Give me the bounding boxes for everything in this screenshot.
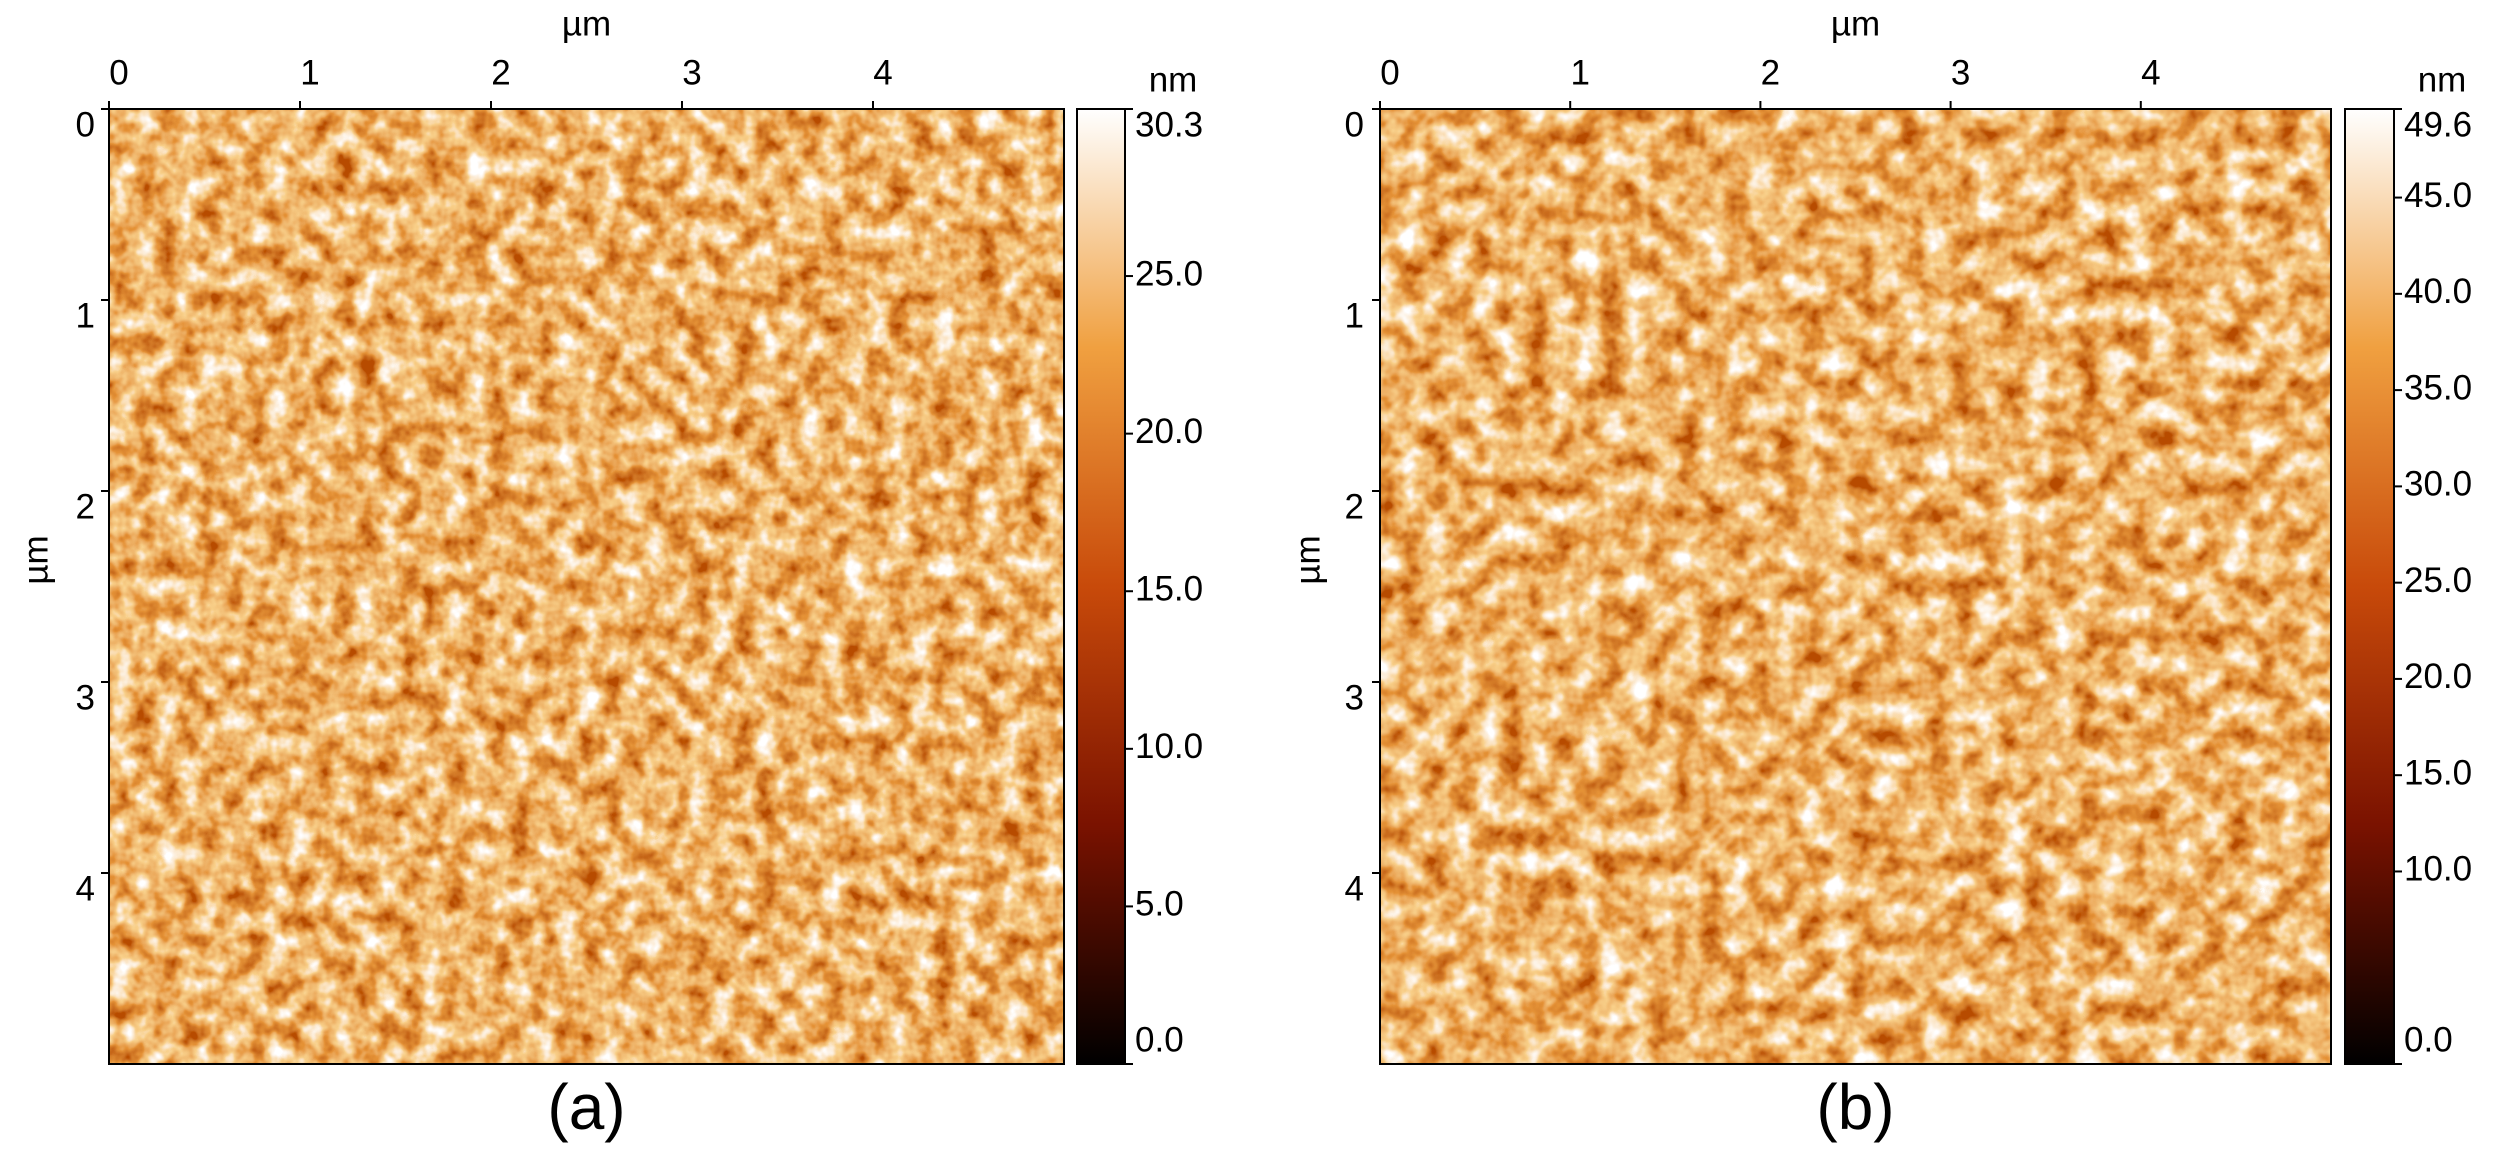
x-tick-label: 4 (873, 53, 892, 92)
y-tick-label: 0 (1345, 105, 1364, 144)
y-tick-label: 3 (76, 678, 95, 717)
colorbar-tick-label: 20.0 (2404, 657, 2472, 696)
colorbar-tick-label: 25.0 (1135, 254, 1203, 293)
y-tick-label: 0 (76, 105, 95, 144)
colorbar (1076, 108, 1126, 1065)
colorbar-tick-label: 45.0 (2404, 176, 2472, 215)
y-tick-label: 2 (1345, 487, 1364, 526)
y-axis-label: µm (1288, 535, 1327, 584)
x-tick-label: 3 (682, 53, 701, 92)
colorbar-tick-label: 0.0 (1135, 1020, 1184, 1059)
colorbar-tick-label: 5.0 (1135, 885, 1184, 924)
x-tick-label: 2 (491, 53, 510, 92)
afm-image (1380, 109, 2331, 1064)
y-tick-label: 3 (1345, 678, 1364, 717)
x-axis-label: µm (1831, 4, 1880, 43)
colorbar-tick-label: 49.6 (2404, 105, 2472, 144)
colorbar (2344, 108, 2395, 1065)
colorbar-tick-label: 25.0 (2404, 561, 2472, 600)
colorbar-tick-label: 15.0 (2404, 753, 2472, 792)
x-tick-label: 0 (1380, 53, 1399, 92)
plot-frame (108, 108, 1065, 1065)
colorbar-tick-label: 40.0 (2404, 272, 2472, 311)
colorbar-tick-label: 35.0 (2404, 368, 2472, 407)
y-tick-label: 1 (76, 296, 95, 335)
x-axis-label: µm (562, 4, 611, 43)
x-tick-label: 3 (1951, 53, 1970, 92)
colorbar-tick-label: 20.0 (1135, 412, 1203, 451)
y-tick-label: 2 (76, 487, 95, 526)
x-tick-label: 4 (2141, 53, 2160, 92)
afm-image (109, 109, 1064, 1064)
y-axis-label: µm (16, 535, 55, 584)
colorbar-label: nm (2418, 60, 2467, 99)
y-tick-label: 4 (1345, 869, 1364, 908)
panel-caption: (a) (547, 1071, 625, 1143)
colorbar-tick-label: 30.3 (1135, 105, 1203, 144)
x-tick-label: 1 (300, 53, 319, 92)
y-tick-label: 4 (76, 869, 95, 908)
panel-caption: (b) (1816, 1071, 1894, 1143)
colorbar-label: nm (1149, 60, 1198, 99)
y-tick-label: 1 (1345, 296, 1364, 335)
x-tick-label: 2 (1761, 53, 1780, 92)
plot-frame (1379, 108, 2332, 1065)
x-tick-label: 0 (109, 53, 128, 92)
colorbar-tick-label: 10.0 (2404, 850, 2472, 889)
x-tick-label: 1 (1570, 53, 1589, 92)
colorbar-tick-label: 15.0 (1135, 569, 1203, 608)
colorbar-tick-label: 10.0 (1135, 727, 1203, 766)
colorbar-tick-label: 0.0 (2404, 1020, 2453, 1059)
colorbar-tick-label: 30.0 (2404, 465, 2472, 504)
